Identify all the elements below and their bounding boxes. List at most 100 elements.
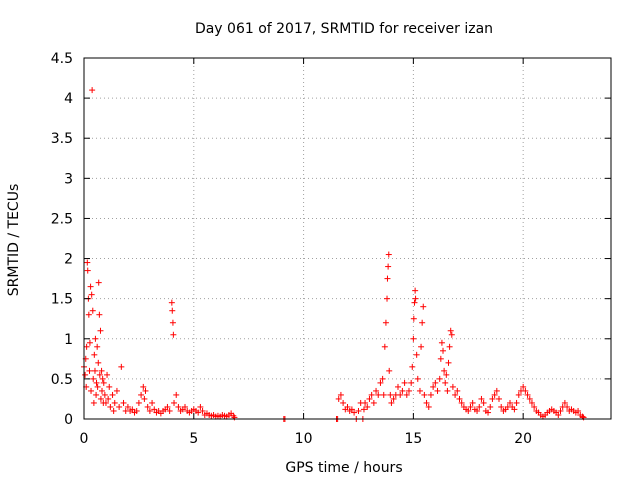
data-point [469, 399, 476, 406]
data-point [555, 411, 562, 418]
data-points [81, 87, 587, 422]
data-point [528, 399, 535, 406]
data-point [89, 307, 96, 314]
data-point [182, 403, 189, 410]
data-point [340, 399, 347, 406]
data-point [94, 383, 101, 390]
data-point [90, 375, 97, 382]
y-tick-label: 3 [64, 171, 73, 187]
y-tick-label: 2.5 [51, 211, 73, 227]
data-point [146, 407, 153, 414]
y-axis-label: SRMTID / TECUs [6, 184, 22, 297]
data-point [344, 403, 351, 410]
data-point [467, 403, 474, 410]
data-point [91, 367, 98, 374]
data-point [168, 299, 175, 306]
data-point [337, 391, 344, 398]
data-point [412, 295, 419, 302]
data-point [360, 406, 367, 413]
data-point [88, 387, 95, 394]
data-point [197, 403, 204, 410]
y-tick-label: 4 [64, 91, 73, 107]
data-point [485, 409, 492, 416]
data-point [397, 391, 404, 398]
data-point [110, 407, 117, 414]
data-point [129, 406, 136, 413]
data-point [386, 367, 393, 374]
data-point [335, 395, 342, 402]
data-point [419, 319, 426, 326]
data-point [446, 343, 453, 350]
data-point [385, 263, 392, 270]
data-point [85, 311, 92, 318]
data-point [351, 409, 358, 416]
data-point [474, 407, 481, 414]
data-point [413, 351, 420, 358]
data-point [403, 391, 410, 398]
data-point [401, 379, 408, 386]
data-point [140, 383, 147, 390]
plot-frame [83, 57, 612, 420]
data-point [370, 399, 377, 406]
data-point [476, 403, 483, 410]
data-point [120, 399, 127, 406]
data-point [515, 391, 522, 398]
data-point [575, 407, 582, 414]
data-point [452, 391, 459, 398]
data-point [418, 343, 425, 350]
data-point [425, 403, 432, 410]
data-point [82, 371, 89, 378]
data-point [362, 399, 369, 406]
data-point [195, 409, 202, 416]
data-point [138, 391, 145, 398]
data-point [430, 383, 437, 390]
data-point [124, 403, 131, 410]
data-point [395, 383, 402, 390]
data-point [449, 383, 456, 390]
data-point [434, 387, 441, 394]
data-point [408, 379, 415, 386]
data-point [465, 407, 472, 414]
data-point [478, 395, 485, 402]
data-point [96, 311, 103, 318]
data-point [506, 399, 513, 406]
data-point [93, 391, 100, 398]
data-point [102, 399, 109, 406]
data-point [421, 391, 428, 398]
data-point [87, 283, 94, 290]
data-point [84, 267, 91, 274]
data-point [92, 335, 99, 342]
x-tick-label: 5 [189, 431, 198, 447]
data-point [93, 379, 100, 386]
data-point [411, 299, 418, 306]
data-point [458, 399, 465, 406]
data-point [524, 391, 531, 398]
data-point [144, 403, 151, 410]
data-point [410, 335, 417, 342]
data-point [454, 387, 461, 394]
data-point [375, 391, 382, 398]
data-point [118, 363, 125, 370]
data-point [95, 279, 102, 286]
data-point [491, 391, 498, 398]
data-point [106, 383, 113, 390]
data-point [442, 379, 449, 386]
data-point [448, 331, 455, 338]
chart-title: Day 061 of 2017, SRMTID for receiver iza… [195, 21, 493, 37]
data-point [91, 351, 98, 358]
data-point [445, 359, 452, 366]
x-tick-label: 0 [80, 431, 89, 447]
data-point [101, 391, 108, 398]
data-point [564, 403, 571, 410]
x-tick-label: 10 [295, 431, 313, 447]
data-point [107, 403, 114, 410]
data-point [385, 251, 392, 258]
data-point [364, 403, 371, 410]
x-axis-label: GPS time / hours [285, 460, 402, 476]
data-point [135, 399, 142, 406]
data-point [427, 391, 434, 398]
data-point [90, 399, 97, 406]
axis-ticks [83, 57, 611, 420]
data-point [99, 387, 106, 394]
data-point [412, 287, 419, 294]
